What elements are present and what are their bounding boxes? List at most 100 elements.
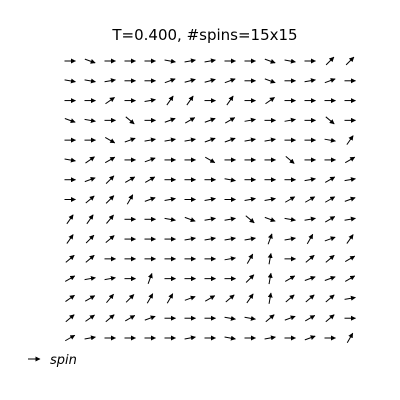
- spin-arrow-r1-c5: [164, 78, 176, 84]
- spin-arrow-r12-c1: [84, 295, 96, 302]
- spin-arrow-r6-c14: [344, 177, 356, 183]
- spin-arrow-r8-c6: [184, 216, 196, 222]
- spin-arrow-r3-c0: [64, 118, 76, 124]
- spin-arrow-r12-c9: [246, 293, 254, 304]
- spin-arrow-r11-c11: [284, 275, 296, 282]
- spin-arrow-r1-c2: [104, 78, 116, 84]
- spin-arrow-r6-c4: [144, 176, 156, 183]
- spin-arrow-r8-c5: [164, 216, 176, 222]
- spin-arrow-r4-c13: [324, 137, 336, 143]
- spin-arrow-r14-c10: [264, 335, 276, 341]
- spin-arrow-r11-c2: [104, 276, 116, 281]
- spin-arrow-r4-c7: [204, 137, 216, 143]
- spin-arrow-r9-c2: [105, 235, 115, 243]
- spin-arrow-r12-c14: [344, 295, 356, 301]
- spin-arrow-r2-c10: [265, 97, 275, 105]
- spin-arrow-r2-c8: [226, 95, 234, 106]
- spin-arrow-r4-c5: [164, 137, 176, 143]
- spin-arrow-r11-c9: [245, 274, 255, 283]
- spin-arrow-r8-c0: [66, 214, 74, 225]
- spin-arrow-r3-c9: [244, 117, 256, 123]
- spin-arrow-r9-c10: [267, 233, 273, 245]
- spin-arrow-r0-c11: [284, 58, 296, 64]
- spin-arrow-r8-c7: [204, 216, 216, 222]
- spin-arrow-r3-c7: [204, 117, 216, 123]
- spin-arrow-r7-c1: [85, 195, 95, 204]
- spin-arrow-r5-c11: [285, 156, 295, 164]
- spin-arrow-r9-c13: [324, 236, 336, 242]
- spin-arrow-r12-c5: [166, 293, 174, 304]
- spin-arrow-r9-c11: [284, 236, 296, 242]
- spin-arrow-r9-c9: [244, 236, 256, 242]
- spin-arrow-r7-c11: [284, 196, 296, 203]
- spin-arrow-r5-c14: [344, 156, 356, 164]
- spin-arrow-r7-c10: [264, 196, 276, 202]
- spin-arrow-r4-c14: [346, 135, 354, 145]
- spin-arrow-r6-c2: [105, 175, 115, 184]
- spin-arrow-r13-c9: [244, 315, 256, 321]
- spin-arrow-r0-c14: [345, 56, 355, 66]
- spin-arrow-r5-c0: [64, 157, 76, 163]
- spin-arrow-r8-c2: [106, 214, 114, 224]
- spin-arrow-r7-c7: [204, 196, 216, 202]
- spin-arrow-r9-c8: [224, 236, 236, 242]
- spin-arrow-r6-c3: [124, 176, 136, 183]
- spin-arrow-r7-c13: [324, 196, 336, 203]
- spin-arrow-r4-c6: [184, 137, 196, 143]
- spin-arrow-r1-c10: [264, 78, 276, 84]
- spin-arrow-r4-c10: [264, 137, 276, 143]
- spin-arrow-r8-c9: [245, 215, 255, 224]
- spin-arrow-r10-c8: [224, 256, 236, 262]
- spin-arrow-r1-c7: [204, 78, 216, 83]
- spin-arrow-r8-c14: [344, 216, 356, 222]
- spin-arrow-r12-c10: [267, 292, 273, 304]
- spin-arrow-r7-c12: [304, 196, 316, 203]
- spin-arrow-r3-c13: [325, 116, 335, 125]
- spin-arrow-r8-c10: [264, 216, 276, 222]
- spin-arrow-r0-c1: [84, 58, 96, 64]
- spin-arrow-r10-c1: [85, 254, 95, 263]
- spin-arrow-r10-c9: [246, 253, 254, 264]
- spin-arrow-r7-c9: [244, 196, 256, 202]
- spin-arrow-r3-c1: [84, 118, 96, 123]
- legend-label: spin: [50, 353, 77, 368]
- spin-arrow-r0-c5: [164, 58, 176, 64]
- spin-arrow-r11-c1: [84, 276, 96, 281]
- spin-arrow-r11-c13: [324, 275, 336, 281]
- spin-arrow-r7-c14: [344, 196, 356, 202]
- spin-arrow-r9-c1: [85, 234, 95, 244]
- spin-arrow-r13-c2: [105, 314, 115, 323]
- spin-arrow-r1-c12: [304, 78, 316, 84]
- spin-arrow-r12-c11: [285, 294, 295, 303]
- spin-arrow-r1-c0: [64, 78, 76, 84]
- spin-arrow-r4-c4: [144, 137, 156, 143]
- spin-arrow-r10-c13: [325, 254, 335, 263]
- spin-arrow-r8-c8: [224, 216, 236, 222]
- spin-arrow-r0-c10: [264, 58, 276, 64]
- chart-title: T=0.400, #spins=15x15: [111, 26, 297, 44]
- spin-arrow-r8-c1: [86, 214, 94, 225]
- spin-arrow-r5-c2: [104, 156, 116, 164]
- spin-arrow-r2-c5: [166, 95, 174, 106]
- spin-arrow-r12-c6: [184, 295, 196, 301]
- spin-arrow-r9-c0: [66, 234, 74, 244]
- spin-arrow-r10-c14: [344, 255, 356, 263]
- spin-arrow-r11-c14: [344, 275, 356, 282]
- spin-arrow-r11-c4: [147, 273, 153, 284]
- spin-arrow-r9-c12: [306, 233, 314, 245]
- spin-arrow-r3-c11: [284, 117, 296, 123]
- spin-arrow-r4-c3: [124, 137, 136, 143]
- legend: spin: [28, 353, 77, 368]
- spin-arrow-r7-c2: [105, 195, 115, 204]
- spin-arrow-r5-c7: [204, 156, 216, 164]
- spin-arrow-r13-c0: [65, 314, 75, 323]
- spin-arrow-r8-c11: [284, 216, 296, 222]
- spin-arrow-r8-c13: [324, 216, 336, 223]
- spin-arrow-r3-c6: [184, 117, 196, 124]
- spin-arrow-r13-c10: [265, 314, 275, 323]
- spin-arrow-r9-c7: [204, 236, 216, 242]
- spin-arrow-r6-c12: [304, 177, 316, 183]
- spin-arrow-r12-c0: [65, 294, 75, 302]
- spin-arrow-r13-c11: [284, 315, 296, 321]
- spin-arrow-r13-c12: [304, 315, 316, 322]
